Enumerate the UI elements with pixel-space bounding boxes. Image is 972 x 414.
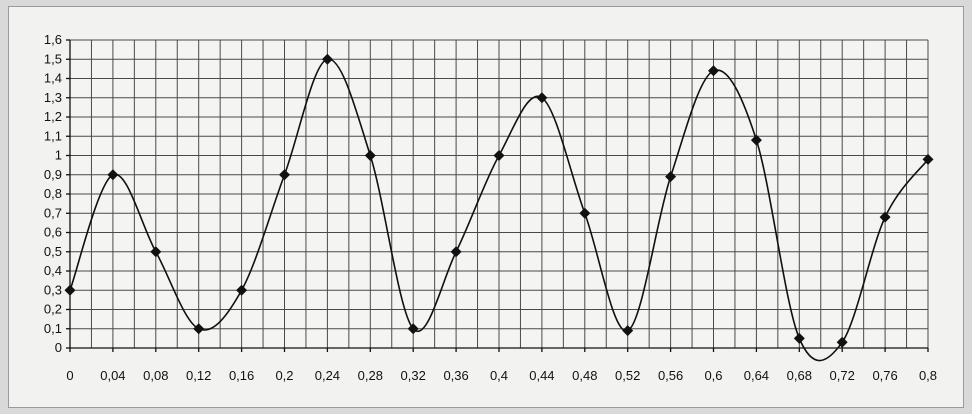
y-tick-label: 0,2 bbox=[44, 302, 62, 317]
y-tick-label: 1,6 bbox=[44, 32, 62, 47]
y-tick-label: 1,3 bbox=[44, 90, 62, 105]
data-point bbox=[279, 169, 290, 181]
data-point bbox=[536, 92, 548, 104]
x-tick-label: 0,04 bbox=[100, 368, 125, 383]
x-tick-label: 0,76 bbox=[872, 368, 897, 383]
x-tick-label: 0,24 bbox=[315, 368, 340, 383]
y-tick-label: 0,1 bbox=[44, 321, 62, 336]
x-tick-label: 0,64 bbox=[744, 368, 769, 383]
x-tick-label: 0,48 bbox=[572, 368, 597, 383]
x-tick-label: 0,52 bbox=[615, 368, 640, 383]
data-point bbox=[922, 153, 934, 165]
x-tick-label: 0 bbox=[66, 368, 73, 383]
x-tick-label: 0,72 bbox=[830, 368, 855, 383]
data-point bbox=[64, 284, 76, 296]
x-tick-label: 0,36 bbox=[443, 368, 468, 383]
y-tick-label: 0,8 bbox=[44, 186, 62, 201]
y-tick-label: 0,6 bbox=[44, 225, 62, 240]
data-point bbox=[665, 171, 677, 183]
y-tick-label: 1,1 bbox=[44, 128, 62, 143]
x-tick-label: 0,28 bbox=[358, 368, 383, 383]
x-tick-label: 0,2 bbox=[275, 368, 293, 383]
data-point bbox=[836, 336, 848, 348]
x-tick-label: 0,4 bbox=[490, 368, 508, 383]
data-point bbox=[579, 207, 591, 219]
x-tick-label: 0,8 bbox=[919, 368, 937, 383]
y-tick-label: 1,5 bbox=[44, 51, 62, 66]
x-tick-label: 0,44 bbox=[529, 368, 554, 383]
x-tick-label: 0,6 bbox=[704, 368, 722, 383]
x-tick-label: 0,08 bbox=[143, 368, 168, 383]
y-tick-label: 1,4 bbox=[44, 71, 62, 86]
x-tick-label: 0,12 bbox=[186, 368, 211, 383]
data-point bbox=[622, 325, 634, 337]
y-tick-label: 0,9 bbox=[44, 167, 62, 182]
y-tick-label: 0,7 bbox=[44, 205, 62, 220]
x-tick-label: 0,56 bbox=[658, 368, 683, 383]
y-tick-label: 0,3 bbox=[44, 282, 62, 297]
data-point bbox=[407, 323, 419, 335]
data-point bbox=[236, 284, 248, 296]
data-point bbox=[150, 246, 162, 258]
x-tick-label: 0,16 bbox=[229, 368, 254, 383]
data-point bbox=[107, 169, 119, 181]
y-tick-label: 0,5 bbox=[44, 244, 62, 259]
y-tick-label: 0 bbox=[55, 340, 62, 355]
y-tick-label: 0,4 bbox=[44, 263, 62, 278]
data-point bbox=[750, 134, 762, 146]
data-point bbox=[793, 332, 805, 344]
data-point bbox=[493, 150, 505, 161]
data-point bbox=[450, 246, 462, 258]
y-tick-label: 1 bbox=[55, 148, 62, 163]
data-point bbox=[879, 211, 891, 223]
data-point bbox=[321, 53, 333, 65]
data-point bbox=[708, 65, 719, 77]
y-tick-label: 1,2 bbox=[44, 109, 62, 124]
data-point bbox=[364, 150, 376, 161]
data-point bbox=[193, 323, 205, 335]
x-tick-label: 0,68 bbox=[787, 368, 812, 383]
x-tick-label: 0,32 bbox=[401, 368, 426, 383]
